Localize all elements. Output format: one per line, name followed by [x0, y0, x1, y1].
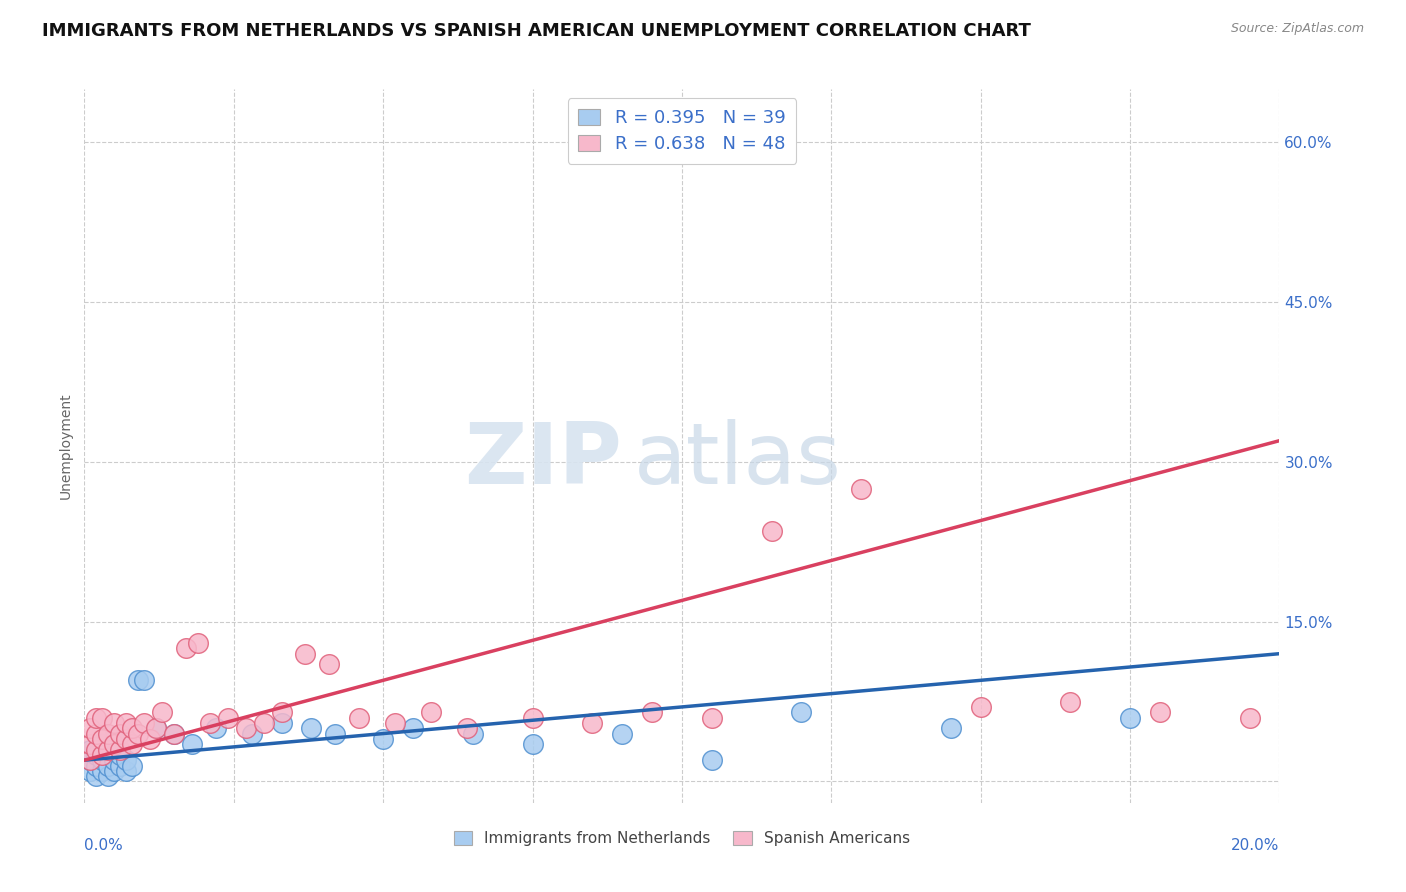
Point: [91, 700, 114, 714]
Point: [1149, 636, 1171, 650]
Point: [181, 700, 204, 714]
Point: [150, 636, 173, 650]
Point: [110, 679, 132, 693]
Point: [86, 764, 108, 778]
Point: [103, 731, 125, 746]
Point: [79, 753, 101, 767]
Text: Source: ZipAtlas.com: Source: ZipAtlas.com: [1230, 22, 1364, 36]
Point: [86, 721, 108, 735]
Point: [103, 700, 125, 714]
Point: [1239, 647, 1261, 661]
Point: [115, 753, 138, 767]
Point: [97, 742, 120, 756]
Point: [103, 690, 125, 704]
Point: [522, 647, 544, 661]
Point: [163, 679, 186, 693]
Point: [612, 679, 634, 693]
Point: [420, 636, 443, 650]
Point: [86, 710, 108, 724]
Point: [115, 657, 138, 672]
Point: [91, 731, 114, 746]
Point: [127, 679, 149, 693]
Point: [198, 657, 221, 672]
Point: [97, 679, 120, 693]
Point: [121, 742, 143, 756]
Point: [110, 721, 132, 735]
Point: [97, 710, 120, 724]
Point: [402, 668, 425, 682]
Point: [384, 657, 406, 672]
Text: ZIP: ZIP: [464, 418, 623, 502]
Legend: Immigrants from Netherlands, Spanish Americans: Immigrants from Netherlands, Spanish Ame…: [447, 825, 917, 852]
Point: [253, 657, 276, 672]
Point: [270, 657, 292, 672]
Point: [132, 657, 156, 672]
Point: [91, 721, 114, 735]
Text: IMMIGRANTS FROM NETHERLANDS VS SPANISH AMERICAN UNEMPLOYMENT CORRELATION CHART: IMMIGRANTS FROM NETHERLANDS VS SPANISH A…: [42, 22, 1031, 40]
Point: [187, 498, 209, 512]
Point: [110, 710, 132, 724]
Point: [851, 188, 873, 202]
Point: [456, 668, 478, 682]
Point: [270, 636, 292, 650]
Y-axis label: Unemployment: Unemployment: [59, 392, 73, 500]
Point: [790, 636, 813, 650]
Point: [91, 690, 114, 704]
Point: [91, 753, 114, 767]
Point: [79, 710, 101, 724]
Point: [110, 742, 132, 756]
Point: [79, 668, 101, 682]
Text: 20.0%: 20.0%: [1232, 838, 1279, 854]
Point: [761, 274, 783, 288]
Point: [1059, 615, 1081, 629]
Point: [115, 690, 138, 704]
Point: [217, 647, 239, 661]
Point: [235, 668, 257, 682]
Point: [301, 668, 323, 682]
Point: [461, 679, 484, 693]
Point: [97, 764, 120, 778]
Point: [1119, 647, 1142, 661]
Point: [970, 625, 993, 640]
Point: [939, 668, 962, 682]
Point: [349, 647, 371, 661]
Point: [127, 572, 149, 586]
Point: [163, 679, 186, 693]
Point: [145, 668, 167, 682]
Point: [294, 519, 316, 533]
Point: [97, 710, 120, 724]
Point: [91, 647, 114, 661]
Point: [103, 753, 125, 767]
Point: [700, 647, 723, 661]
Point: [132, 572, 156, 586]
Point: [86, 647, 108, 661]
Point: [700, 731, 723, 746]
Point: [205, 668, 228, 682]
Point: [86, 679, 108, 693]
Text: 0.0%: 0.0%: [84, 838, 124, 854]
Point: [373, 690, 395, 704]
Point: [581, 657, 603, 672]
Point: [121, 700, 143, 714]
Text: atlas: atlas: [634, 418, 842, 502]
Point: [139, 690, 162, 704]
Point: [240, 679, 263, 693]
Point: [522, 700, 544, 714]
Point: [318, 540, 340, 554]
Point: [145, 668, 167, 682]
Point: [115, 731, 138, 746]
Point: [86, 742, 108, 756]
Point: [103, 657, 125, 672]
Point: [641, 636, 664, 650]
Point: [79, 731, 101, 746]
Point: [121, 668, 143, 682]
Point: [79, 700, 101, 714]
Point: [174, 508, 197, 523]
Point: [79, 731, 101, 746]
Point: [325, 679, 347, 693]
